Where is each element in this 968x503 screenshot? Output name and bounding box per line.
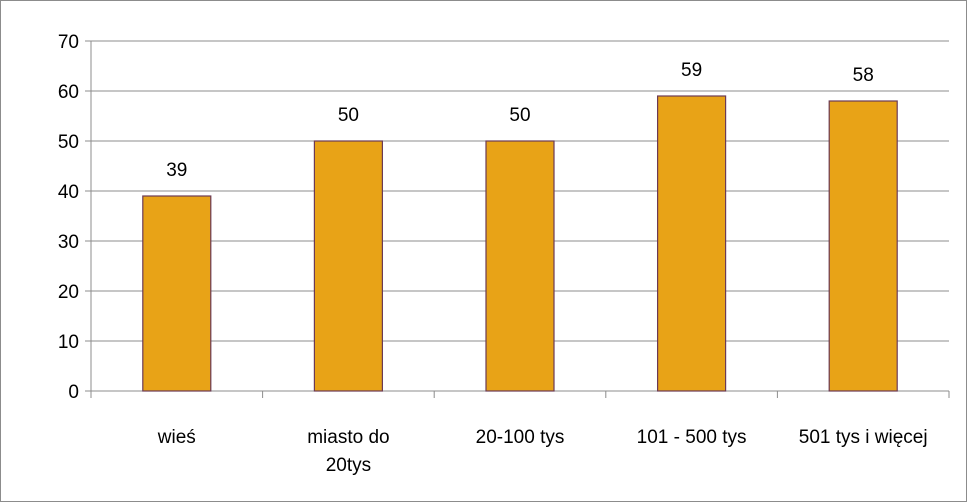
x-axis: wieś miasto do 20tys 20-100 tys 101 - 500 ty… bbox=[90, 390, 950, 476]
data-label: 58 bbox=[853, 65, 874, 86]
x-tick-label: miasto do 20tys bbox=[307, 427, 389, 476]
x-tick-label: 501 tys i więcej bbox=[799, 427, 928, 448]
y-tick-label: 10 bbox=[58, 332, 79, 353]
y-tick-label: 20 bbox=[58, 282, 79, 303]
x-tick-label: 101 - 500 tys bbox=[637, 427, 747, 448]
data-label: 50 bbox=[338, 105, 359, 126]
bar bbox=[142, 195, 212, 392]
y-tick-label: 60 bbox=[58, 82, 79, 103]
y-tick-label: 30 bbox=[58, 232, 79, 253]
data-label: 39 bbox=[166, 160, 187, 181]
bars bbox=[142, 95, 898, 392]
y-tick-label: 50 bbox=[58, 132, 79, 153]
y-tick-label: 70 bbox=[58, 32, 79, 53]
data-label: 50 bbox=[509, 105, 530, 126]
data-labels: 39 50 50 59 58 bbox=[166, 60, 874, 181]
y-tick-label: 0 bbox=[68, 382, 79, 403]
bar bbox=[656, 95, 727, 392]
x-tick-label: wieś bbox=[157, 427, 196, 448]
bar bbox=[485, 140, 555, 392]
y-axis: 0 10 20 30 40 50 60 70 bbox=[58, 32, 92, 403]
bar bbox=[313, 140, 383, 392]
bar bbox=[828, 100, 898, 392]
y-tick-label: 40 bbox=[58, 182, 79, 203]
x-tick-label: 20-100 tys bbox=[476, 427, 565, 448]
data-label: 59 bbox=[681, 60, 702, 81]
